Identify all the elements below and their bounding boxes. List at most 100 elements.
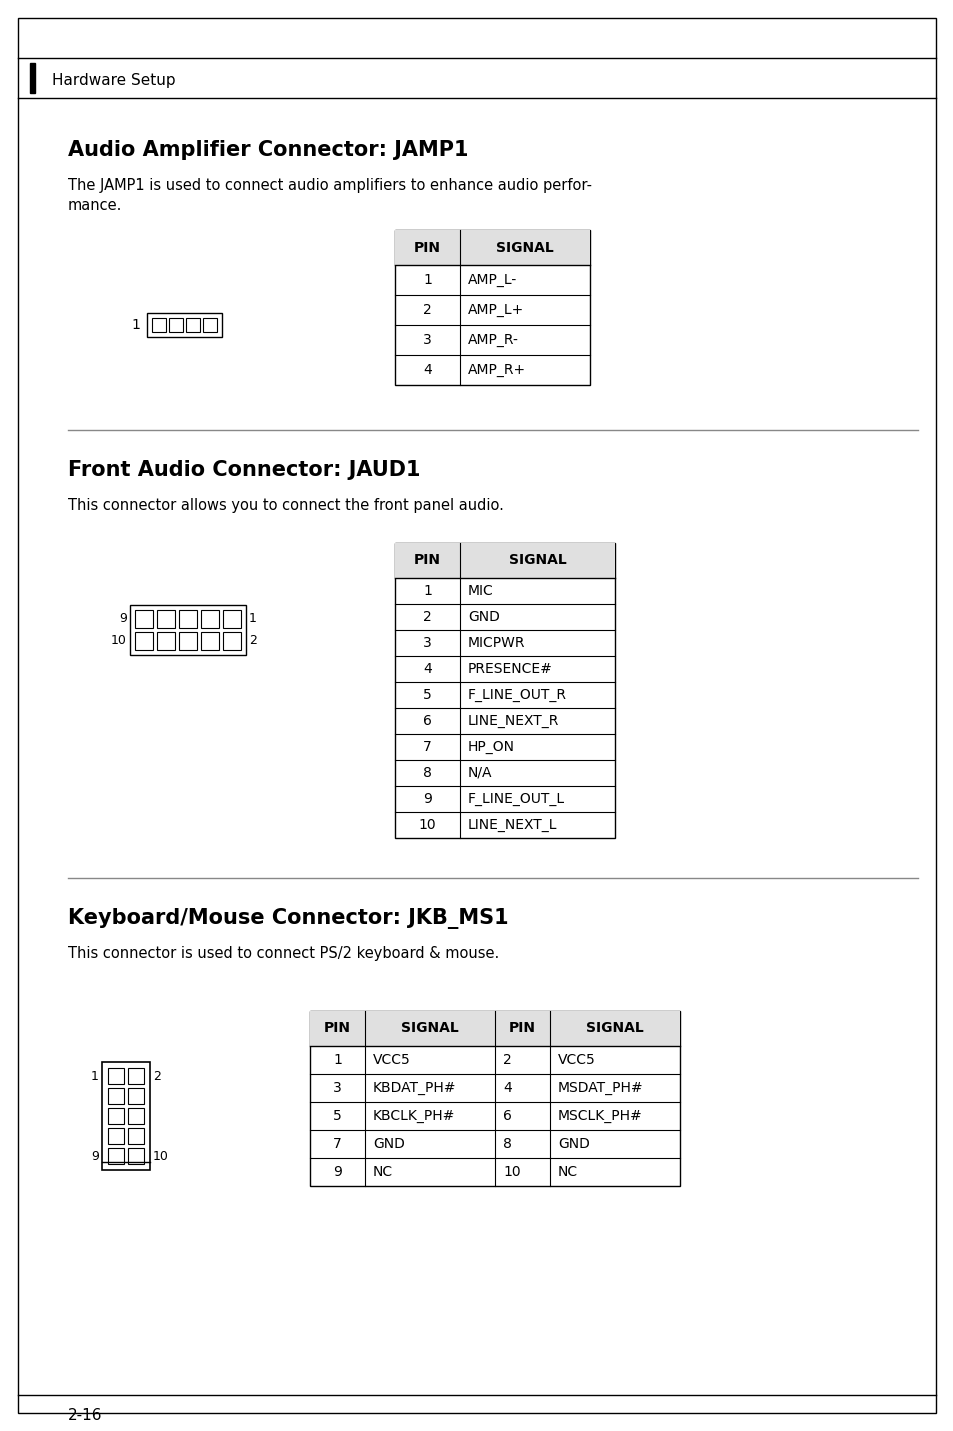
Text: AMP_L-: AMP_L- [468,273,517,288]
Bar [108,1068,124,1085]
Text: 7: 7 [333,1138,341,1151]
Text: 9: 9 [333,1165,341,1179]
Text: VCC5: VCC5 [558,1053,595,1068]
Text: F_LINE_OUT_L: F_LINE_OUT_L [468,791,564,806]
Text: 2: 2 [502,1053,511,1068]
Text: PIN: PIN [414,554,440,568]
Text: 3: 3 [423,333,432,346]
Text: SIGNAL: SIGNAL [585,1022,643,1036]
Bar [179,633,196,650]
Text: mance.: mance. [68,197,122,213]
Text: This connector is used to connect PS/2 keyboard & mouse.: This connector is used to connect PS/2 k… [68,946,498,962]
Text: 7: 7 [423,740,432,754]
Text: MSCLK_PH#: MSCLK_PH# [558,1109,642,1123]
Text: F_LINE_OUT_R: F_LINE_OUT_R [468,688,566,703]
Bar [201,633,219,650]
Text: 4: 4 [502,1080,511,1095]
Text: 2: 2 [152,1069,161,1082]
Bar [395,230,589,265]
Text: MIC: MIC [468,584,494,598]
Bar [157,610,174,628]
Bar [152,318,166,332]
Bar [179,610,196,628]
Text: 4: 4 [423,363,432,376]
Bar [102,1062,150,1171]
Bar [128,1068,144,1085]
Bar [310,1010,679,1186]
Text: 1: 1 [249,612,256,625]
Bar [223,633,241,650]
Bar [147,313,222,336]
Bar [108,1108,124,1123]
Bar [108,1148,124,1163]
Text: 2: 2 [423,610,432,624]
Text: 10: 10 [111,634,127,647]
Text: 1: 1 [333,1053,341,1068]
Text: PIN: PIN [414,240,440,255]
Text: 9: 9 [119,612,127,625]
Text: NC: NC [558,1165,578,1179]
Text: 9: 9 [91,1149,99,1162]
Bar [128,1088,144,1103]
Bar [169,318,183,332]
Bar [395,542,615,839]
Bar [128,1128,144,1143]
Text: 10: 10 [152,1149,169,1162]
Text: 2: 2 [249,634,256,647]
Text: AMP_R-: AMP_R- [468,333,518,346]
Text: PIN: PIN [509,1022,536,1036]
Text: GND: GND [468,610,499,624]
Text: SIGNAL: SIGNAL [400,1022,458,1036]
Text: Audio Amplifier Connector: JAMP1: Audio Amplifier Connector: JAMP1 [68,140,468,160]
Text: MICPWR: MICPWR [468,635,525,650]
Bar [135,633,152,650]
Text: MSDAT_PH#: MSDAT_PH# [558,1080,643,1095]
Bar [157,633,174,650]
Text: The JAMP1 is used to connect audio amplifiers to enhance audio perfor-: The JAMP1 is used to connect audio ampli… [68,177,592,193]
Bar [30,63,35,93]
Text: 4: 4 [423,663,432,675]
Bar [135,610,152,628]
Bar [128,1108,144,1123]
Text: SIGNAL: SIGNAL [496,240,554,255]
Text: 2-16: 2-16 [68,1408,102,1422]
Bar [395,542,615,578]
Text: 8: 8 [422,766,432,780]
Text: AMP_R+: AMP_R+ [468,363,525,376]
Text: LINE_NEXT_L: LINE_NEXT_L [468,819,557,831]
Text: 5: 5 [423,688,432,703]
Text: SIGNAL: SIGNAL [508,554,566,568]
Text: This connector allows you to connect the front panel audio.: This connector allows you to connect the… [68,498,503,512]
Bar [203,318,216,332]
Text: 1: 1 [422,584,432,598]
Bar [310,1010,679,1046]
Bar [128,1148,144,1163]
Text: KBCLK_PH#: KBCLK_PH# [373,1109,455,1123]
Text: 1: 1 [422,273,432,288]
Text: 2: 2 [423,303,432,318]
Text: PRESENCE#: PRESENCE# [468,663,553,675]
Text: N/A: N/A [468,766,492,780]
Bar [108,1088,124,1103]
Text: Front Audio Connector: JAUD1: Front Audio Connector: JAUD1 [68,459,420,479]
Text: 6: 6 [422,714,432,728]
Text: GND: GND [558,1138,589,1151]
Text: KBDAT_PH#: KBDAT_PH# [373,1080,456,1095]
Text: Keyboard/Mouse Connector: JKB_MS1: Keyboard/Mouse Connector: JKB_MS1 [68,909,508,929]
Text: PIN: PIN [324,1022,351,1036]
Bar [223,610,241,628]
Bar [108,1128,124,1143]
Text: 10: 10 [502,1165,520,1179]
Text: 6: 6 [502,1109,512,1123]
Text: 10: 10 [418,819,436,831]
Bar [186,318,200,332]
Bar [130,605,246,655]
Text: 3: 3 [423,635,432,650]
Text: NC: NC [373,1165,393,1179]
Text: LINE_NEXT_R: LINE_NEXT_R [468,714,558,728]
Text: HP_ON: HP_ON [468,740,515,754]
Text: VCC5: VCC5 [373,1053,411,1068]
Text: GND: GND [373,1138,404,1151]
Text: 3: 3 [333,1080,341,1095]
Bar [201,610,219,628]
